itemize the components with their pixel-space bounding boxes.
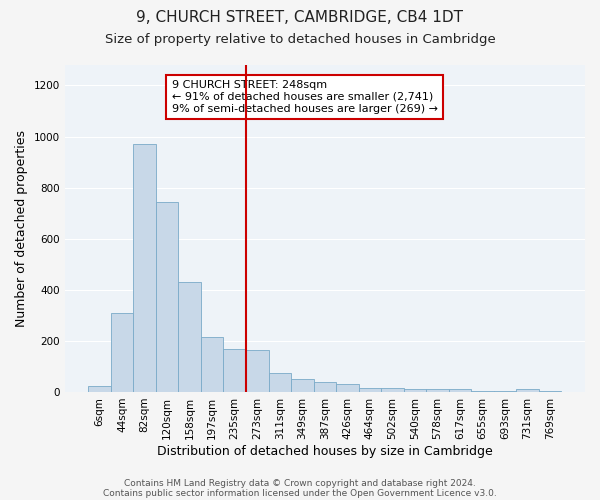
Text: Contains public sector information licensed under the Open Government Licence v3: Contains public sector information licen… <box>103 488 497 498</box>
Bar <box>223 348 246 392</box>
Bar <box>539 390 562 392</box>
Bar <box>201 337 223 392</box>
Bar <box>494 390 516 392</box>
Text: 9 CHURCH STREET: 248sqm
← 91% of detached houses are smaller (2,741)
9% of semi-: 9 CHURCH STREET: 248sqm ← 91% of detache… <box>172 80 437 114</box>
Bar <box>111 313 133 392</box>
Bar <box>471 390 494 392</box>
Bar <box>516 389 539 392</box>
Bar <box>291 379 314 392</box>
X-axis label: Distribution of detached houses by size in Cambridge: Distribution of detached houses by size … <box>157 444 493 458</box>
Bar <box>156 202 178 392</box>
Text: 9, CHURCH STREET, CAMBRIDGE, CB4 1DT: 9, CHURCH STREET, CAMBRIDGE, CB4 1DT <box>137 10 464 25</box>
Bar <box>88 386 111 392</box>
Bar <box>336 384 359 392</box>
Bar <box>133 144 156 392</box>
Bar <box>269 373 291 392</box>
Bar <box>449 390 471 392</box>
Bar <box>381 388 404 392</box>
Bar <box>178 282 201 392</box>
Bar <box>359 388 381 392</box>
Bar <box>426 390 449 392</box>
Y-axis label: Number of detached properties: Number of detached properties <box>15 130 28 327</box>
Bar <box>314 382 336 392</box>
Text: Size of property relative to detached houses in Cambridge: Size of property relative to detached ho… <box>104 32 496 46</box>
Bar <box>404 390 426 392</box>
Text: Contains HM Land Registry data © Crown copyright and database right 2024.: Contains HM Land Registry data © Crown c… <box>124 478 476 488</box>
Bar <box>246 350 269 392</box>
